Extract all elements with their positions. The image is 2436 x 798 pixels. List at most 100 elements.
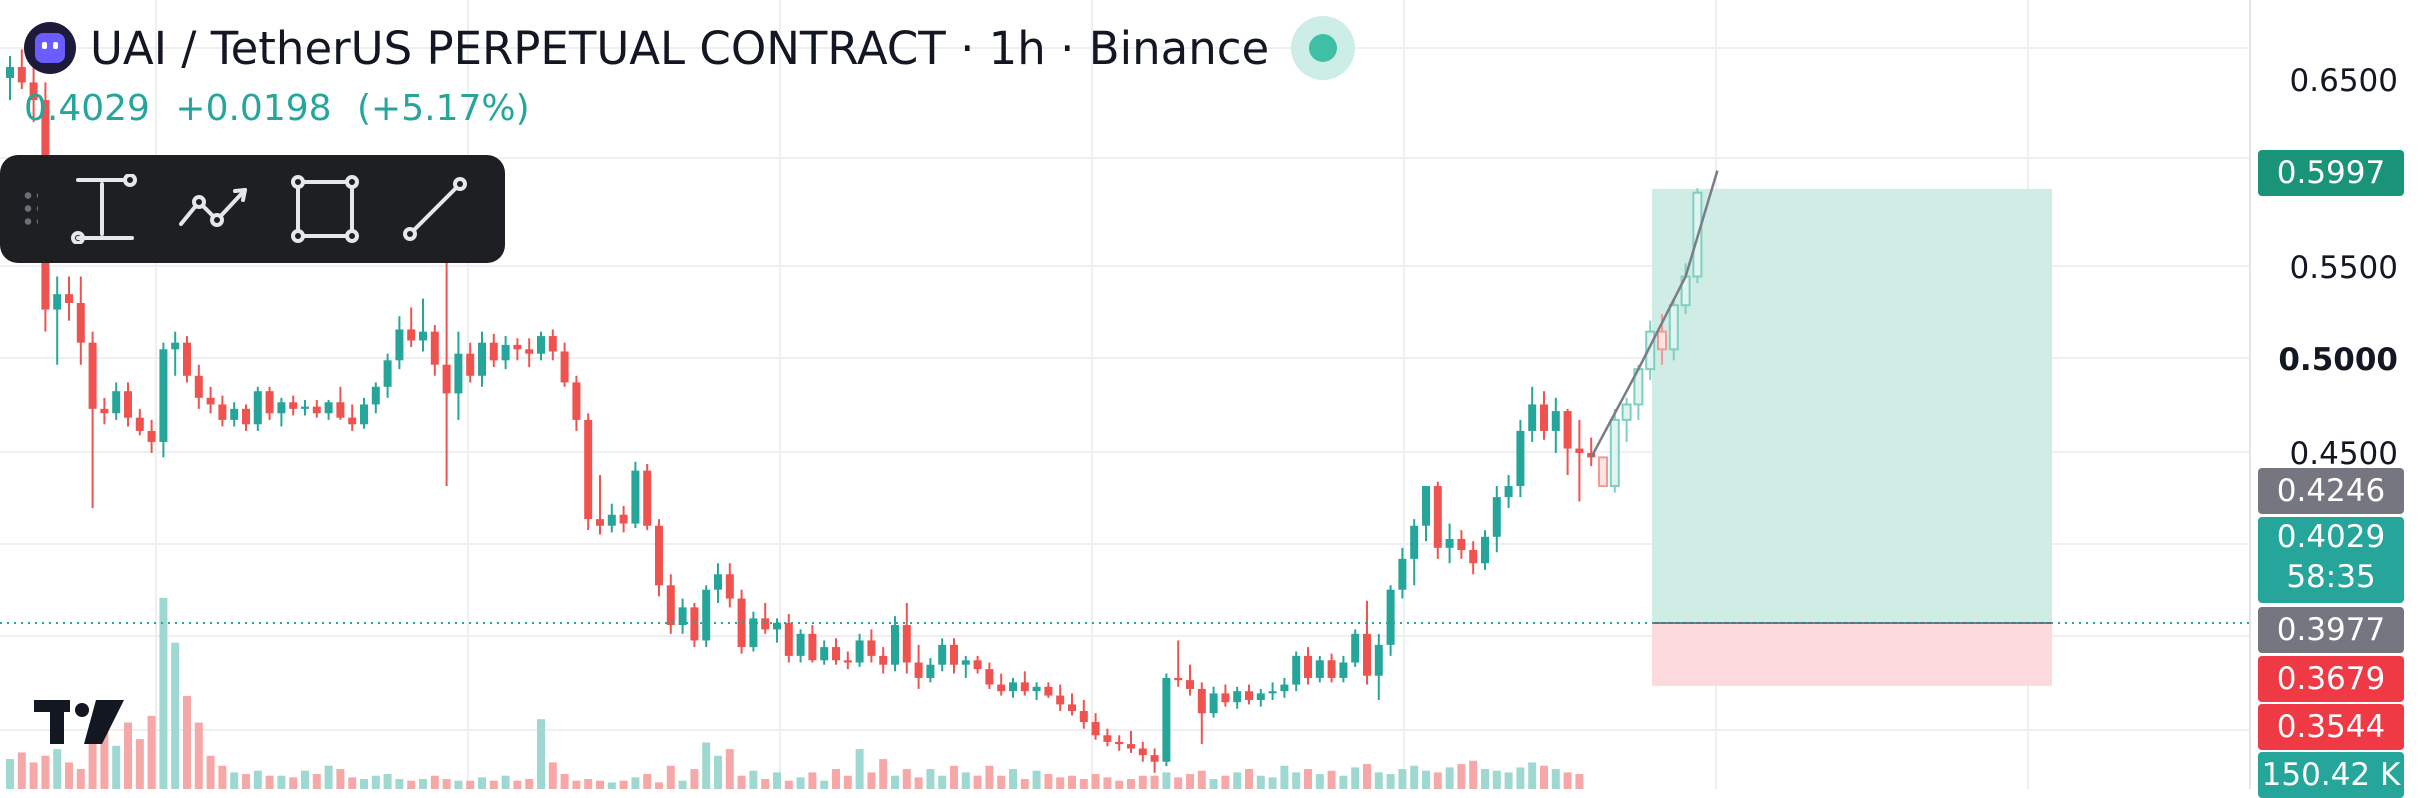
candle-body [419, 331, 427, 341]
volume-bar [17, 752, 26, 789]
volume-bar [478, 777, 486, 789]
candle-body [1469, 550, 1478, 564]
volume-bar [1363, 764, 1371, 789]
volume-bar [879, 759, 888, 789]
volume-bar [1150, 775, 1159, 789]
candle-body [1032, 686, 1041, 692]
candle-body [1079, 711, 1088, 723]
volume-bar [926, 769, 935, 789]
candle-body [1492, 497, 1501, 537]
last-price-tag: 0.4029 58:35 [2258, 517, 2404, 603]
candle-body [702, 589, 711, 641]
profit-zone [1652, 188, 2052, 624]
low-price-tag: 0.3544 [2258, 704, 2404, 750]
candle-body [855, 640, 864, 663]
candle-body [1115, 741, 1124, 745]
volume-bar [1457, 764, 1466, 789]
candle-body [466, 353, 475, 376]
volume-bar [395, 779, 404, 789]
volume-bar [1127, 779, 1135, 789]
volume-bar [867, 772, 876, 789]
tradingview-logo-icon[interactable] [34, 700, 124, 751]
volume-bar [537, 719, 545, 789]
projected-candle-body [1657, 330, 1667, 351]
candle-body [159, 349, 168, 442]
symbol-header[interactable]: UAI / TetherUS PERPETUAL CONTRACT · 1h ·… [24, 16, 1356, 80]
candle-body [29, 82, 38, 101]
measure-tool-icon[interactable] [60, 164, 150, 254]
candle-body [950, 644, 958, 665]
candle-body [1304, 655, 1312, 678]
volume-bar [784, 780, 793, 789]
candle-body [749, 618, 758, 648]
symbol-title[interactable]: UAI / TetherUS PERPETUAL CONTRACT · 1h ·… [90, 21, 1270, 75]
volume-bar [1174, 777, 1183, 789]
candle-body [725, 574, 734, 599]
candle-body [1422, 486, 1430, 526]
volume-bar [1115, 780, 1124, 789]
candle-body [371, 386, 380, 405]
volume-bar [1186, 774, 1194, 789]
market-open-dot-icon[interactable] [1291, 16, 1356, 80]
volume-bar [1020, 779, 1029, 789]
candle-body [631, 470, 640, 524]
volume-bar [1481, 769, 1489, 789]
candle-body [324, 402, 333, 414]
volume-bar [631, 777, 640, 789]
volume-bar [737, 775, 746, 789]
last-price: 0.4029 [24, 88, 150, 129]
projected-candle-body [1609, 418, 1620, 488]
candle-body [1315, 660, 1324, 678]
candle-body [997, 684, 1006, 692]
candle-body [891, 625, 899, 665]
volume-bar [41, 755, 50, 789]
volume-bar [607, 782, 616, 789]
path-tool-icon[interactable] [170, 164, 260, 254]
candle-body [938, 644, 947, 665]
drawing-toolbar[interactable] [0, 155, 505, 263]
bar-countdown: 58:35 [2286, 559, 2376, 595]
candle-body [6, 66, 14, 78]
volume-bar [820, 780, 829, 789]
candle-body [1433, 486, 1442, 548]
volume-bar [1138, 775, 1147, 789]
volume-bar [289, 777, 298, 789]
drag-handle-icon[interactable] [22, 189, 38, 229]
candle-body [442, 364, 451, 394]
volume-bar [938, 775, 947, 789]
candle-body [1127, 744, 1135, 749]
candle-body [171, 342, 180, 350]
volume-bar [1103, 777, 1112, 789]
volume-bar [761, 779, 770, 789]
candle-body [808, 633, 817, 661]
volume-bar [1079, 779, 1088, 789]
volume-bar [489, 780, 498, 789]
candle-body [88, 342, 97, 409]
volume-bar [1197, 770, 1206, 789]
candle-body [1540, 404, 1548, 431]
crosshair-high-tag: 0.4246 [2258, 468, 2404, 514]
volume-bar [1339, 775, 1348, 789]
candle-body [572, 382, 581, 420]
candle-body [1174, 677, 1183, 681]
candle-body [1292, 655, 1301, 685]
candle-body [454, 353, 463, 394]
trendline-tool-icon[interactable] [390, 164, 480, 254]
rectangle-tool-icon[interactable] [280, 164, 370, 254]
volume-bar [1386, 774, 1395, 789]
candle-body [1009, 682, 1017, 692]
volume-bar [430, 775, 439, 789]
volume-bar [643, 774, 652, 789]
volume-bar [206, 755, 215, 789]
volume-bar [855, 749, 864, 789]
volume-bar [714, 755, 722, 789]
candle-body [832, 647, 840, 661]
candle-body [796, 633, 805, 656]
volume-bar [548, 762, 557, 789]
volume-bar [1068, 775, 1076, 789]
candle-body [489, 342, 498, 361]
volume-bar [1032, 770, 1041, 789]
candle-body [1221, 693, 1230, 703]
volume-bar [950, 765, 958, 789]
